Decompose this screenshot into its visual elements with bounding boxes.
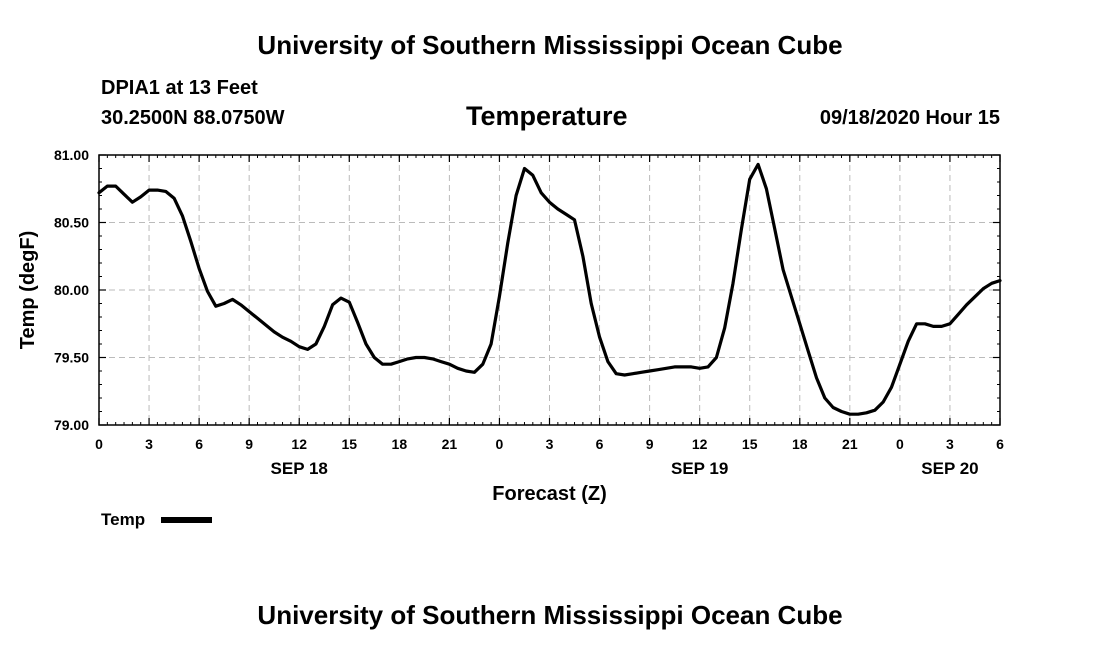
y-tick-label: 81.00: [54, 147, 89, 163]
x-tick-label: 0: [95, 436, 103, 452]
y-tick-label: 80.00: [54, 282, 89, 298]
page-title: University of Southern Mississippi Ocean…: [257, 30, 843, 60]
x-tick-label: 6: [195, 436, 203, 452]
y-tick-label: 80.50: [54, 215, 89, 231]
x-tick-label: 18: [392, 436, 408, 452]
x-tick-label: 21: [842, 436, 858, 452]
temp-series-line: [97, 162, 1002, 416]
coordinates-label: 30.2500N 88.0750W: [101, 107, 285, 129]
date-label: SEP 19: [671, 459, 728, 478]
x-tick-label: 18: [792, 436, 808, 452]
legend-label: Temp: [101, 510, 146, 529]
x-tick-label: 12: [291, 436, 307, 452]
x-tick-label: 0: [496, 436, 504, 452]
x-tick-label: 6: [996, 436, 1004, 452]
x-tick-label: 9: [245, 436, 253, 452]
x-tick-label: 3: [546, 436, 554, 452]
chart-title: Temperature: [466, 101, 628, 131]
x-tick-label: 15: [742, 436, 758, 452]
x-tick-label: 9: [646, 436, 654, 452]
x-tick-label: 6: [596, 436, 604, 452]
y-tick-label: 79.50: [54, 350, 89, 366]
y-tick-label: 79.00: [54, 417, 89, 433]
y-axis-title: Temp (degF): [17, 231, 39, 350]
footer-title: University of Southern Mississippi Ocean…: [257, 600, 843, 630]
x-tick-label: 12: [692, 436, 708, 452]
x-axis-title: Forecast (Z): [492, 483, 606, 505]
x-tick-label: 15: [341, 436, 357, 452]
x-tick-label: 0: [896, 436, 904, 452]
legend-swatch: [161, 517, 212, 523]
datetime-label: 09/18/2020 Hour 15: [819, 107, 1000, 129]
station-label: DPIA1 at 13 Feet: [101, 77, 258, 99]
plot-frame: [98, 154, 1001, 426]
x-tick-label: 21: [442, 436, 458, 452]
date-label: SEP 18: [271, 459, 328, 478]
x-tick-label: 3: [145, 436, 153, 452]
x-tick-label: 3: [946, 436, 954, 452]
date-label: SEP 20: [921, 459, 978, 478]
